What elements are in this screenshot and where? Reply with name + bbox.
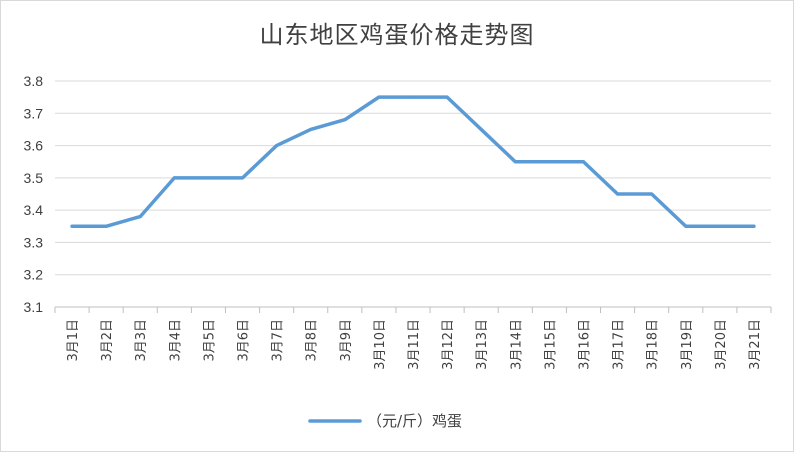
x-tick-label: 3月2日	[100, 319, 115, 362]
x-tick-label: 3月16日	[577, 319, 592, 370]
x-tick-label: 3月1日	[66, 319, 81, 362]
data-point	[275, 144, 279, 148]
data-point	[581, 160, 585, 164]
data-point	[309, 127, 313, 131]
x-tick-label: 3月18日	[646, 319, 661, 370]
x-tick-label: 3月8日	[305, 319, 320, 362]
x-tick-label: 3月3日	[134, 319, 149, 362]
data-point	[650, 192, 654, 196]
y-tick-label: 3.6	[24, 138, 44, 154]
y-tick-label: 3.2	[24, 267, 44, 283]
data-point	[377, 95, 381, 99]
y-tick-label: 3.1	[24, 299, 44, 315]
data-point	[684, 224, 688, 228]
x-tick-label: 3月12日	[441, 319, 456, 370]
data-point	[241, 176, 245, 180]
x-tick-label: 3月11日	[407, 319, 422, 370]
data-point	[479, 127, 483, 131]
x-tick-label: 3月5日	[202, 319, 217, 362]
data-point	[138, 215, 142, 219]
data-point	[752, 224, 756, 228]
y-tick-label: 3.5	[24, 170, 44, 186]
data-point	[104, 224, 108, 228]
y-tick-label: 3.4	[24, 202, 44, 218]
x-tick-label: 3月4日	[168, 319, 183, 362]
x-tick-label: 3月10日	[373, 319, 388, 370]
y-tick-label: 3.3	[24, 234, 44, 250]
data-point	[718, 224, 722, 228]
x-tick-label: 3月20日	[714, 319, 729, 370]
data-point	[513, 160, 517, 164]
chart-title: 山东地区鸡蛋价格走势图	[259, 21, 535, 49]
data-point	[445, 95, 449, 99]
data-point	[616, 192, 620, 196]
data-point	[411, 95, 415, 99]
data-point	[343, 118, 347, 122]
legend-label: （元/斤）鸡蛋	[367, 412, 462, 430]
y-tick-label: 3.7	[24, 105, 44, 121]
x-tick-label: 3月19日	[680, 319, 695, 370]
data-point	[206, 176, 210, 180]
data-point	[172, 176, 176, 180]
x-tick-label: 3月13日	[475, 319, 490, 370]
data-point	[70, 224, 74, 228]
data-point	[547, 160, 551, 164]
x-tick-label: 3月14日	[509, 319, 524, 370]
y-tick-label: 3.8	[24, 73, 44, 89]
x-tick-label: 3月21日	[748, 319, 763, 370]
x-tick-label: 3月7日	[271, 319, 286, 362]
x-tick-label: 3月17日	[612, 319, 627, 370]
x-tick-label: 3月15日	[543, 319, 558, 370]
x-tick-label: 3月6日	[237, 319, 252, 362]
series-line	[70, 95, 756, 229]
x-tick-label: 3月9日	[339, 319, 354, 362]
